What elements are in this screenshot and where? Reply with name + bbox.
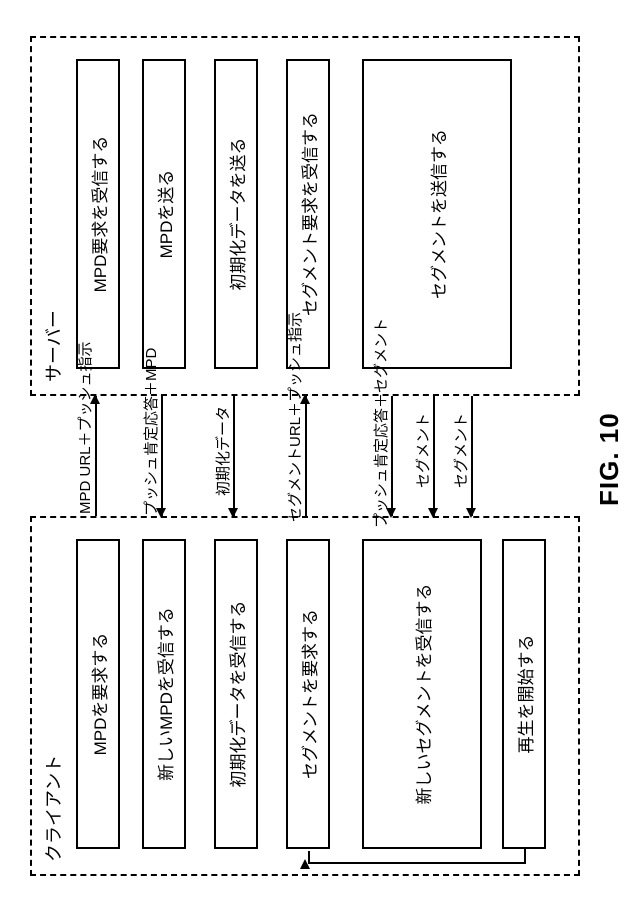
server-step-send-init: 初期化データを送る (214, 59, 258, 369)
msg-label-6: セグメント (450, 413, 471, 488)
server-step-send-mpd: MPDを送る (142, 59, 186, 369)
client-step-request-segment: セグメントを要求する (286, 539, 330, 849)
server-title: サーバー (40, 310, 66, 382)
client-container: クライアント MPDを要求する 新しいMPDを受信する 初期化データを受信する … (30, 516, 580, 876)
rotated-canvas: クライアント MPDを要求する 新しいMPDを受信する 初期化データを受信する … (0, 138, 640, 778)
client-step-receive-init: 初期化データを受信する (214, 539, 258, 849)
msg-label-4: プッシュ肯定応答＋セグメント (370, 318, 391, 528)
figure-caption: FIG. 10 (594, 412, 625, 506)
server-step-receive-mpd-req: MPD要求を受信する (76, 59, 120, 369)
server-container: サーバー MPD要求を受信する MPDを送る 初期化データを送る セグメント要求… (30, 36, 580, 396)
diagram-inner: クライアント MPDを要求する 新しいMPDを受信する 初期化データを受信する … (0, 0, 640, 916)
client-step-start-playback: 再生を開始する (502, 539, 546, 849)
msg-label-3: セグメントURL＋プッシュ指示 (284, 312, 305, 522)
msg-label-0: MPD URL＋プッシュ指示 (74, 341, 95, 514)
msg-label-2: 初期化データ (212, 406, 233, 496)
client-step-receive-segment: 新しいセグメントを受信する (362, 539, 482, 849)
msg-label-1: プッシュ肯定応答＋MPD (140, 348, 161, 516)
client-title: クライアント (40, 755, 66, 862)
msg-label-5: セグメント (412, 413, 433, 488)
client-step-receive-mpd: 新しいMPDを受信する (142, 539, 186, 849)
client-step-request-mpd: MPDを要求する (76, 539, 120, 849)
